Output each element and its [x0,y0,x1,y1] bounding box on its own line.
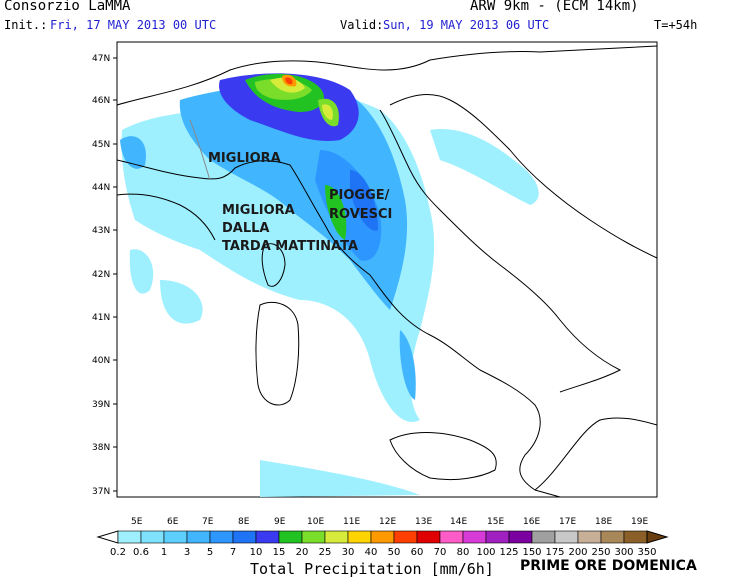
lon-label: 15E [487,517,504,527]
scale-swatch [209,530,234,544]
lon-label: 13E [415,517,432,527]
scale-swatch [347,530,372,544]
annotation-migliora-dalla-2: DALLA [222,221,269,236]
annotation-piogge-2: ROVESCI [329,207,392,222]
latitude-labels: 47N 46N 45N 44N 43N 42N 41N 40N 39N 38N … [92,54,110,497]
scale-swatch [370,530,395,544]
lon-label: 7E [202,517,214,527]
scale-swatch [117,530,142,544]
lat-label: 39N [92,400,110,410]
scale-swatch [163,530,188,544]
scale-level-label: 80 [457,547,470,558]
scale-level-label: 1 [161,547,167,558]
scale-swatch [485,530,510,544]
scale-level-label: 15 [273,547,286,558]
scale-swatch [554,530,579,544]
model-title: ARW 9km - (ECM 14km) [470,0,639,14]
scale-swatch [278,530,303,544]
scale-swatch [140,530,165,544]
lat-label: 41N [92,313,110,323]
scale-level-label: 175 [545,547,564,558]
lat-label: 42N [92,270,110,280]
scale-level-label: 125 [499,547,518,558]
scale-level-label: 70 [434,547,447,558]
scale-level-label: 30 [342,547,355,558]
scale-level-label: 60 [411,547,424,558]
lon-label: 12E [379,517,396,527]
scale-swatch [416,530,441,544]
annotation-migliora: MIGLIORA [208,151,281,166]
org-title: Consorzio LaMMA [4,0,131,14]
scale-level-label: 3 [184,547,190,558]
valid-label: Valid: [340,18,384,32]
longitude-labels: 5E 6E 7E 8E 9E 10E 11E 12E 13E 14E 15E 1… [131,517,648,527]
scale-min-arrow [96,530,119,544]
scale-level-label: 40 [365,547,378,558]
lat-label: 37N [92,487,110,497]
lat-label: 44N [92,183,110,193]
scale-level-label: 0.2 [110,547,126,558]
scale-level-label: 50 [388,547,401,558]
scale-swatch [324,530,349,544]
lon-label: 5E [131,517,143,527]
lon-label: 14E [450,517,467,527]
lat-label: 43N [92,226,110,236]
scale-level-label: 350 [637,547,656,558]
scale-swatch [531,530,556,544]
lon-label: 17E [559,517,576,527]
init-label: Init.: [4,18,48,32]
scale-level-label: 150 [522,547,541,558]
scale-swatch [623,530,648,544]
annotation-migliora-dalla-3: TARDA MATTINATA [222,239,358,254]
scale-swatch [232,530,257,544]
init-value: Fri, 17 MAY 2013 00 UTC [50,18,217,32]
lat-label: 38N [92,443,110,453]
lon-label: 8E [238,517,250,527]
scale-swatch [255,530,280,544]
scale-swatch [462,530,487,544]
scale-swatch [186,530,211,544]
scale-level-label: 300 [614,547,633,558]
scale-level-label: 10 [250,547,263,558]
lon-label: 6E [167,517,179,527]
scale-level-label: 5 [207,547,213,558]
scale-swatch [301,530,326,544]
lat-label: 40N [92,356,110,366]
lon-label: 10E [307,517,324,527]
scale-level-label: 100 [476,547,495,558]
scale-swatch [439,530,464,544]
annotation-piogge-1: PIOGGE/ [329,188,390,203]
scale-level-label: 25 [319,547,332,558]
color-scale: 0.2 0.6 1 3 5 7 10 15 20 25 30 40 50 60 70 80 100 125 150 1… [96,530,669,558]
scale-level-label: 250 [591,547,610,558]
scale-level-label: 7 [230,547,236,558]
lat-label: 46N [92,96,110,106]
scale-max-arrow [646,530,669,544]
scale-level-label: 200 [568,547,587,558]
scale-level-label: 20 [296,547,309,558]
lat-label: 45N [92,140,110,150]
annotation-migliora-dalla-1: MIGLIORA [222,203,295,218]
lon-label: 9E [274,517,286,527]
scale-swatch [508,530,533,544]
legend-note: PRIME ORE DOMENICA [520,558,697,574]
lon-label: 19E [631,517,648,527]
lon-label: 18E [595,517,612,527]
scale-swatch [393,530,418,544]
lon-label: 16E [523,517,540,527]
precipitation-field [120,73,539,497]
scale-level-label: 0.6 [133,547,149,558]
latitude-ticks [113,57,117,492]
valid-value: Sun, 19 MAY 2013 06 UTC [383,18,550,32]
lat-label: 47N [92,54,110,64]
coastlines [116,45,658,498]
scale-swatch [600,530,625,544]
scale-swatch [577,530,602,544]
forecast-step: T=+54h [654,18,698,32]
legend-title: Total Precipitation [mm/6h] [250,560,494,578]
lon-label: 11E [343,517,360,527]
